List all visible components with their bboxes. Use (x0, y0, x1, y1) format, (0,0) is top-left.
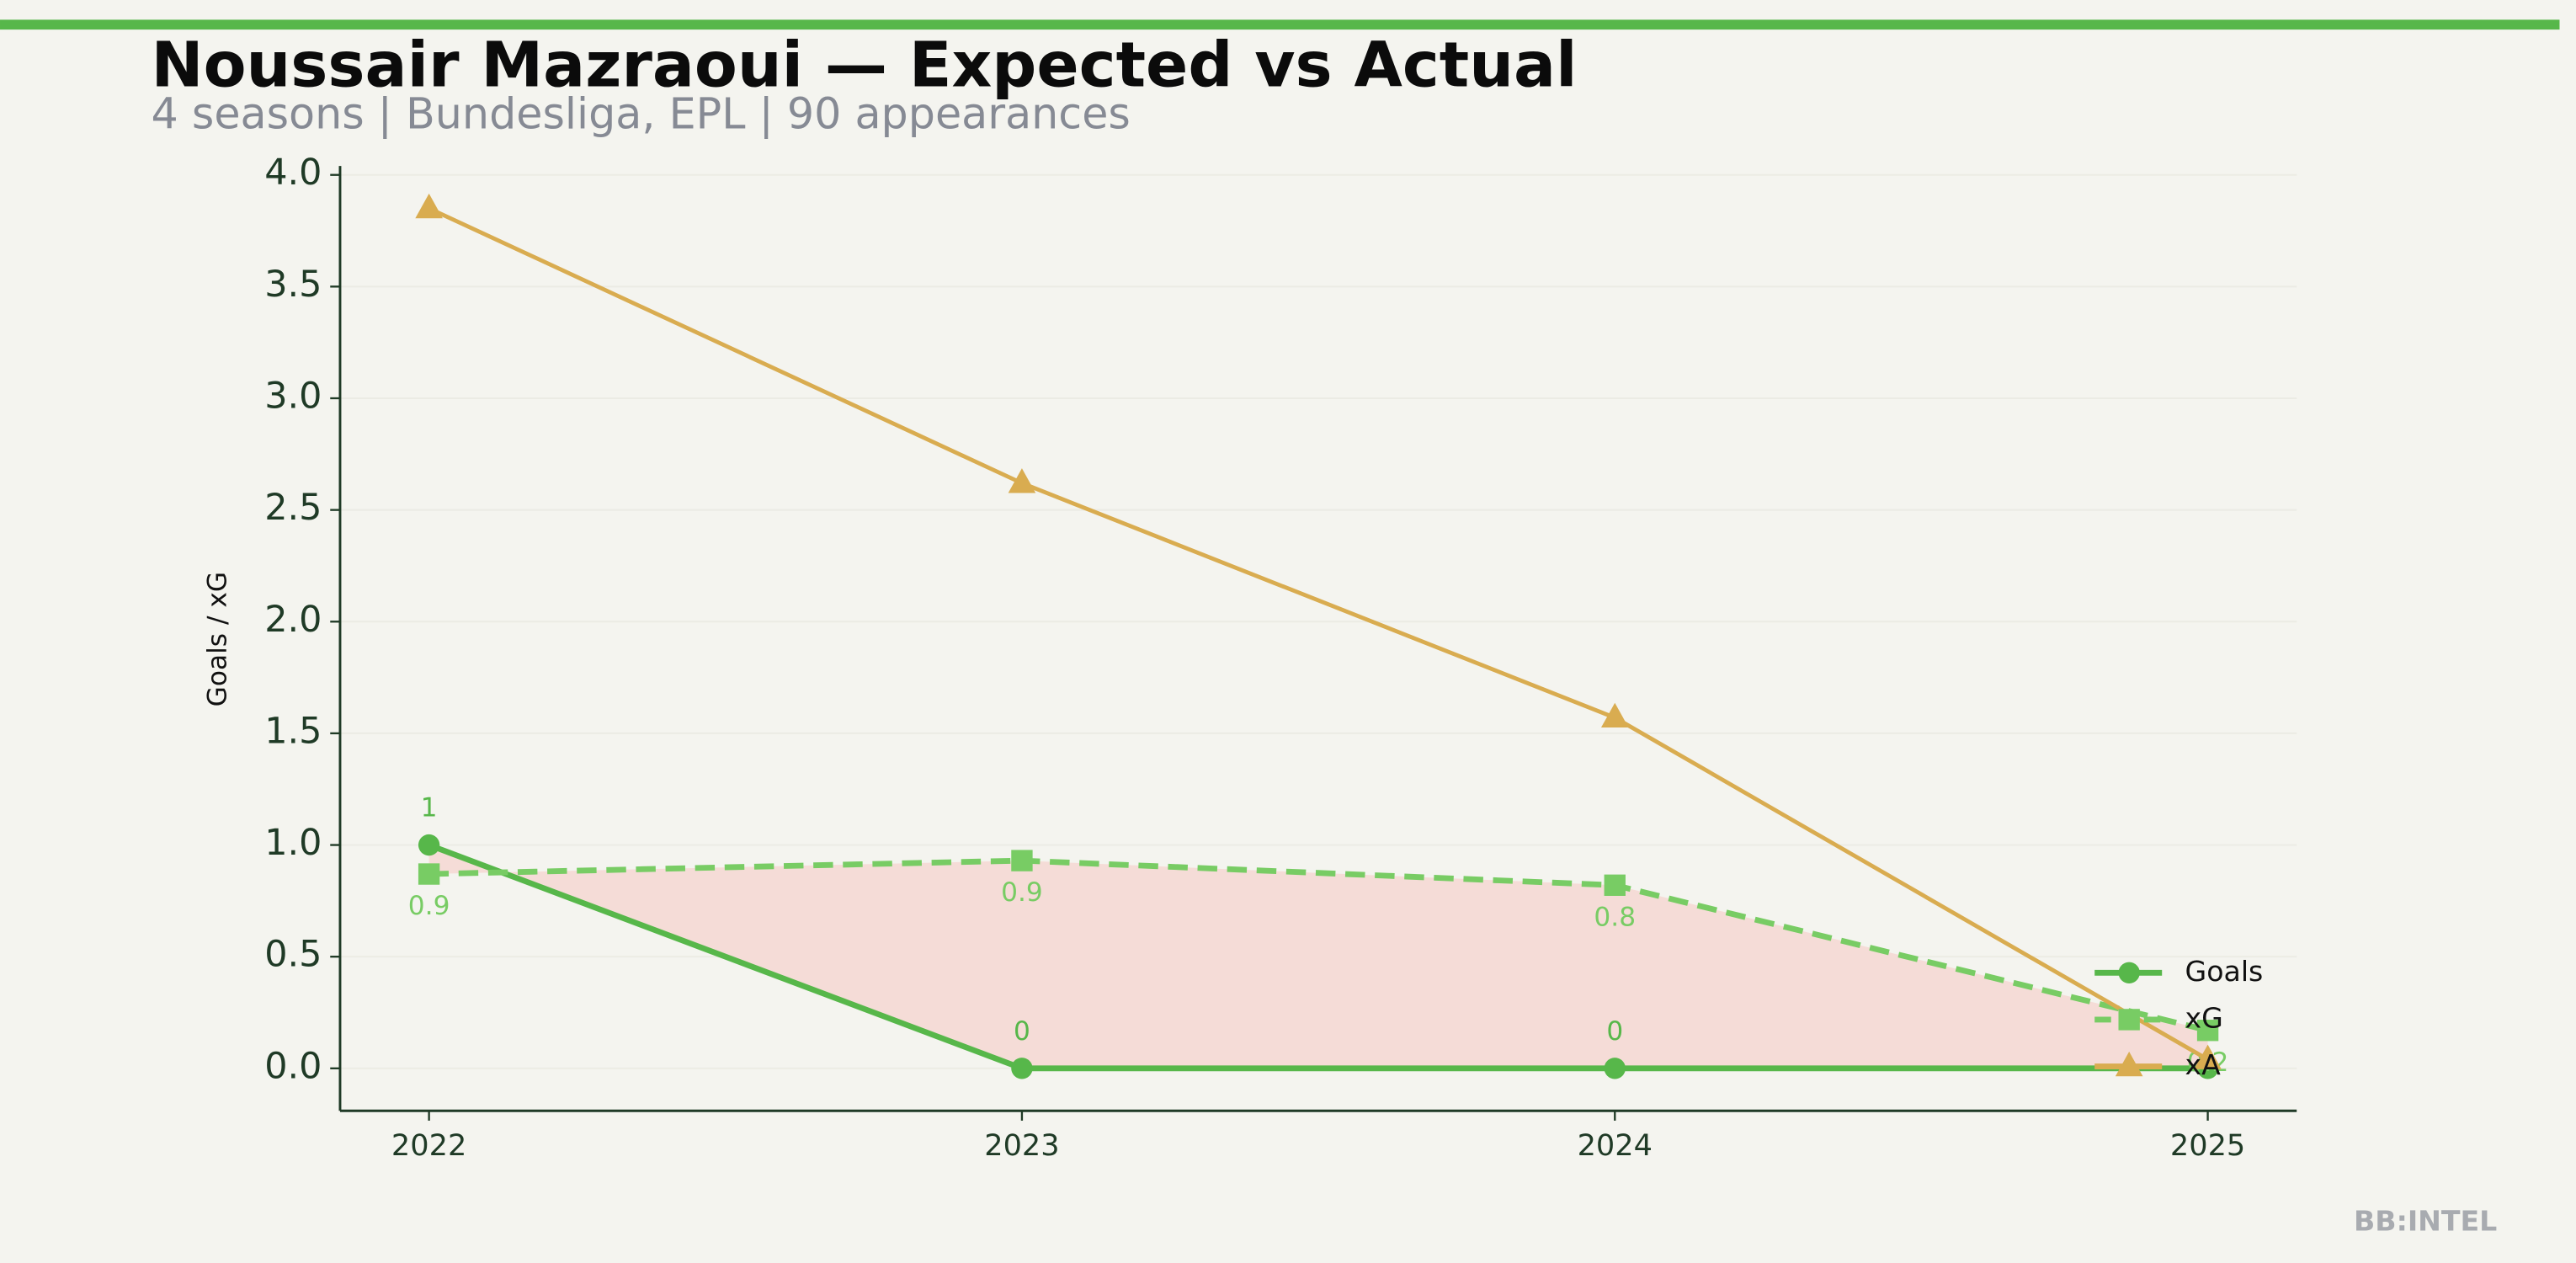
marker (2196, 1020, 2219, 1042)
y-axis-label: Goals / xG (203, 572, 233, 706)
legend-label: Goals (2185, 955, 2264, 988)
marker (1008, 468, 1036, 493)
legend-label: xG (2185, 1001, 2223, 1034)
series-line (428, 842, 2208, 1072)
y-tick-label: 2.5 (264, 487, 322, 529)
value-label: 0.9 (408, 891, 450, 921)
x-tick-label: 2024 (1578, 1128, 1653, 1163)
x-tick-label: 2022 (391, 1128, 466, 1163)
value-label: 0.8 (1594, 902, 1636, 932)
chart-title: Noussair Mazraoui — Expected vs Actual (152, 29, 1578, 101)
y-tick-label: 0.5 (264, 934, 322, 976)
marker (418, 863, 440, 885)
y-tick-label: 3.0 (264, 375, 322, 417)
y-tick-label: 3.5 (264, 264, 322, 306)
series-line (428, 206, 2209, 1062)
marker (1011, 850, 1033, 871)
y-tick-label: 1.0 (264, 822, 322, 864)
value-label: 0 (1606, 1016, 1623, 1047)
x-tick-label: 2025 (2170, 1128, 2245, 1163)
legend-marker (2118, 962, 2140, 983)
y-tick-label: 4.0 (264, 152, 322, 194)
chart-subtitle: 4 seasons | Bundesliga, EPL | 90 appeara… (152, 89, 1131, 140)
y-tick-label: 0.0 (264, 1045, 322, 1087)
marker (2194, 1044, 2222, 1069)
y-tick-label: 2.0 (264, 599, 322, 641)
brand: BB:INTEL (2354, 1204, 2497, 1237)
marker (415, 193, 443, 219)
x-tick-label: 2023 (984, 1128, 1059, 1163)
legend-label: xA (2185, 1048, 2222, 1081)
legend: Goals xG xA (2094, 955, 2263, 1081)
marker (1011, 1058, 1033, 1079)
marker (418, 834, 440, 856)
y-tick-label: 1.5 (264, 710, 322, 752)
legend-marker (2115, 1051, 2143, 1077)
marker (1604, 1058, 1626, 1079)
value-label: 0.9 (1001, 877, 1043, 908)
series-line (428, 857, 2209, 1034)
marker (1604, 874, 1626, 896)
value-label: 0 (1014, 1016, 1030, 1047)
accent-bar (0, 19, 2560, 30)
legend-marker (2118, 1009, 2140, 1031)
marker (1600, 702, 1629, 728)
value-label: 1 (421, 793, 438, 823)
